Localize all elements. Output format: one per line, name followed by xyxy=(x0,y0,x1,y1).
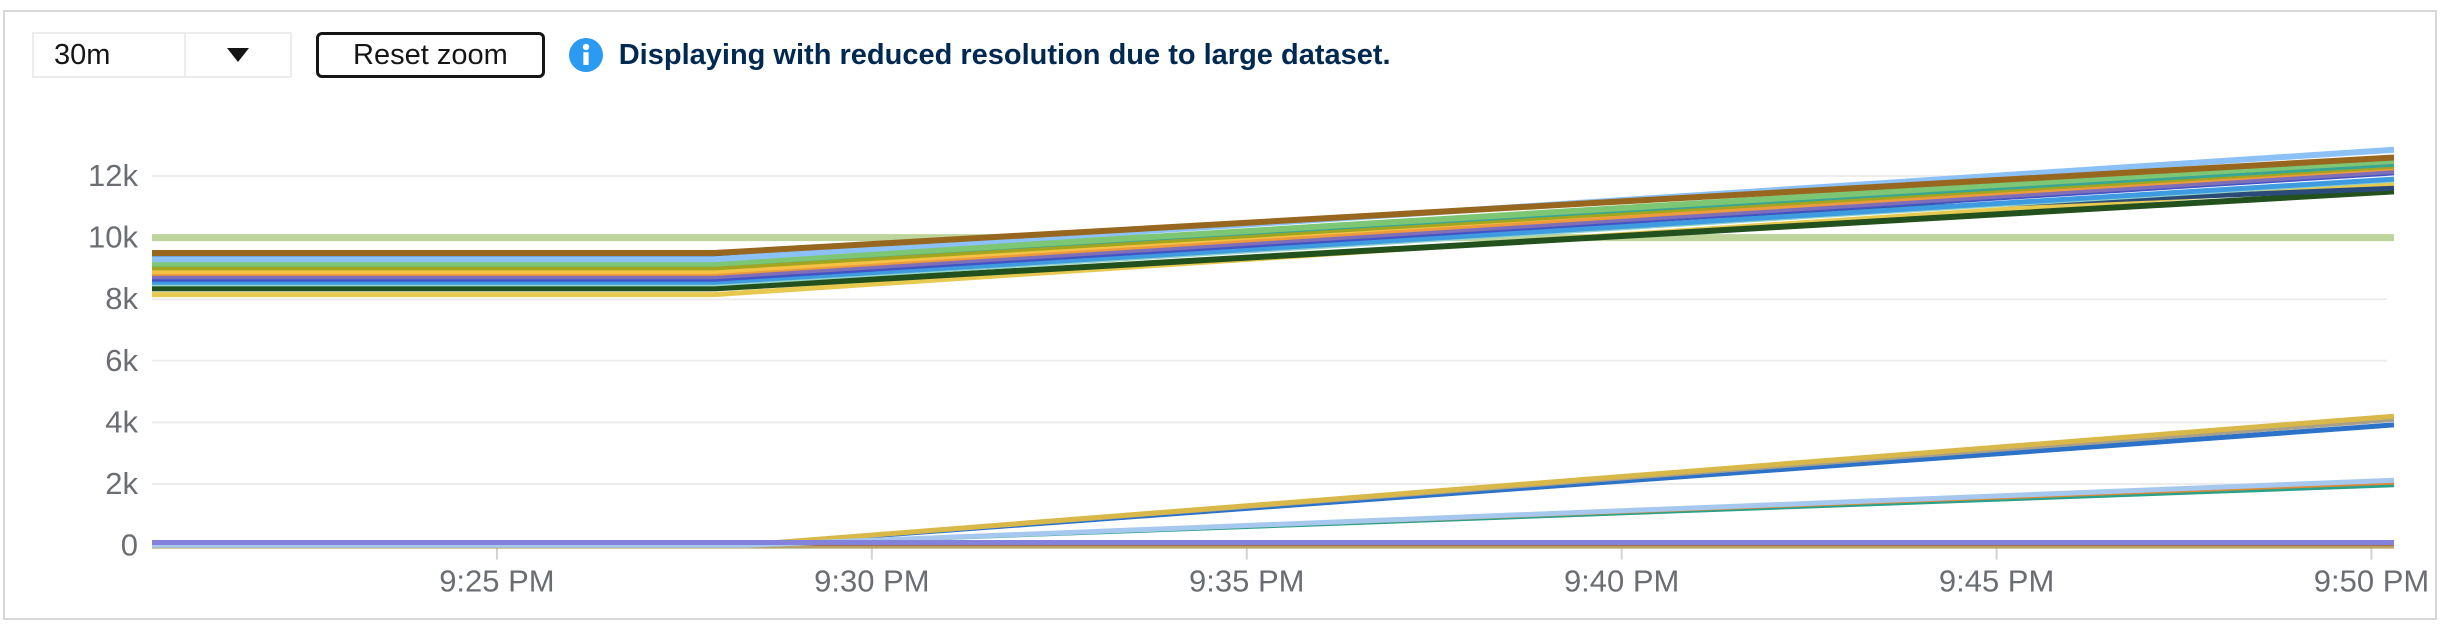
resolution-alert-text: Displaying with reduced resolution due t… xyxy=(618,38,1391,71)
x-axis-tick-label: 9:45 PM xyxy=(1939,564,2054,599)
y-axis-tick-label: 10k xyxy=(88,220,138,255)
chart-toolbar: 30m Reset zoom Displaying with reduced r… xyxy=(32,32,1391,78)
series-line-light-blue xyxy=(152,146,2395,263)
chevron-down-icon xyxy=(227,48,249,62)
caret-cell xyxy=(186,34,290,76)
chart-card: 30m Reset zoom Displaying with reduced r… xyxy=(3,10,2437,620)
y-axis-tick-label: 12k xyxy=(88,158,138,193)
y-axis-tick-label: 8k xyxy=(105,281,138,316)
info-icon xyxy=(568,38,603,72)
x-axis-tick-label: 9:30 PM xyxy=(814,564,929,599)
y-axis-tick-label: 6k xyxy=(105,343,138,378)
series-line-brown xyxy=(152,154,2395,256)
x-axis-tick-label: 9:35 PM xyxy=(1189,564,1304,599)
series-line-pale-blue-to-2k xyxy=(152,477,2395,548)
line-chart[interactable]: 0 2k 4k 6k 8k 10k 12k 9:25 PM 9:30 PM 9:35 PM 9:40… xyxy=(5,82,2439,618)
series-line-navy xyxy=(152,185,2395,259)
series-line-olive xyxy=(152,164,2395,271)
series-line-medium-green xyxy=(152,157,2395,267)
y-axis-tick-label: 2k xyxy=(105,466,138,501)
y-axis-tick-label: 0 xyxy=(121,528,138,563)
series-line-dark-green xyxy=(152,188,2395,292)
resolution-alert: Displaying with reduced resolution due t… xyxy=(568,38,1391,72)
duration-dropdown[interactable]: 30m xyxy=(32,32,292,78)
y-axis-tick-label: 4k xyxy=(105,404,138,439)
series-line-purple xyxy=(152,168,2395,280)
dropdown-divider xyxy=(184,34,186,76)
chart-svg: 0 2k 4k 6k 8k 10k 12k 9:25 PM 9:30 PM 9:35 PM 9:40… xyxy=(88,146,2429,599)
reset-zoom-button[interactable]: Reset zoom xyxy=(316,32,545,78)
x-axis-tick-label: 9:25 PM xyxy=(439,564,554,599)
series-line-gold-bottom xyxy=(152,181,2395,298)
x-axis-tick-label: 9:40 PM xyxy=(1564,564,1679,599)
duration-dropdown-value: 30m xyxy=(54,38,111,71)
x-axis-tick-label: 9:50 PM xyxy=(2314,564,2429,599)
series-line-bright-blue xyxy=(152,176,2395,285)
